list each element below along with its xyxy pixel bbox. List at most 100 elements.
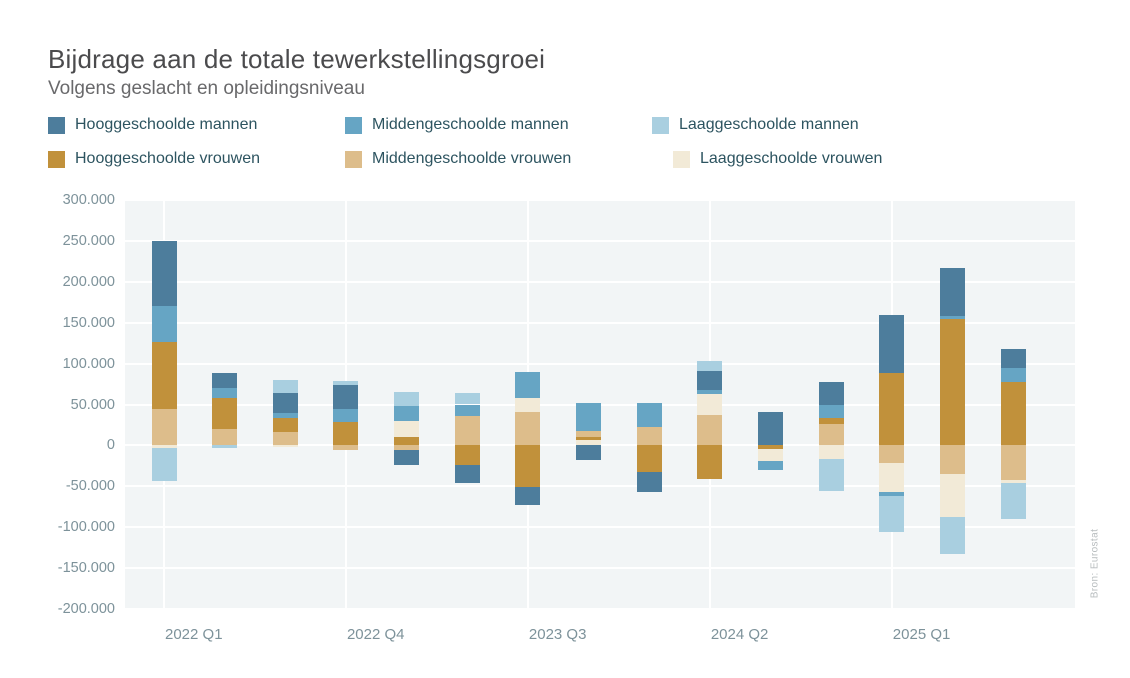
bar-segment-2023-q1-mm[interactable]	[394, 405, 420, 421]
bar-segment-2025-q1-mv[interactable]	[879, 445, 905, 463]
legend-item-lv: Laaggeschoolde vrouwen	[673, 150, 882, 168]
bar-segment-2024-q4-hv[interactable]	[818, 418, 844, 425]
gridline-horizontal	[125, 199, 1075, 201]
bar-segment-2024-q3-lv[interactable]	[758, 449, 783, 461]
bar-segment-2024-q2-lm[interactable]	[697, 361, 723, 372]
bar-segment-2025-q2-hv[interactable]	[939, 319, 965, 446]
bar-segment-2023-q3-hm[interactable]	[515, 486, 541, 506]
bar-segment-2024-q4-lv[interactable]	[818, 445, 844, 460]
bar-segment-2023-q1-hv[interactable]	[394, 437, 420, 446]
bar-segment-2024-q2-hm[interactable]	[697, 371, 723, 390]
bar-segment-2024-q1-hv[interactable]	[636, 445, 662, 473]
bar-segment-2022-q2-mm[interactable]	[212, 387, 238, 399]
legend-item-mv: Middengeschoolde vrouwen	[345, 150, 571, 168]
bar-segment-2022-q2-hv[interactable]	[212, 398, 238, 430]
bar-segment-2023-q3-lv[interactable]	[515, 398, 541, 412]
bar-segment-2023-q1-hm[interactable]	[394, 450, 420, 465]
x-tick-label: 2023 Q3	[528, 626, 587, 643]
bar-segment-2022-q3-hm[interactable]	[272, 393, 298, 414]
bar-segment-2025-q2-hm[interactable]	[939, 268, 965, 316]
bar-segment-2025-q3-hm[interactable]	[1000, 348, 1026, 369]
bar-segment-2023-q2-mm[interactable]	[454, 404, 480, 416]
bar-segment-2022-q1-mv[interactable]	[151, 409, 177, 446]
bar-segment-2025-q3-hv[interactable]	[1000, 381, 1026, 446]
page-title: Bijdrage aan de totale tewerkstellingsgr…	[48, 44, 546, 74]
bar-segment-2023-q2-hv[interactable]	[454, 445, 480, 466]
bar-segment-2025-q3-mm[interactable]	[1000, 368, 1026, 382]
bar-segment-2023-q4-mv[interactable]	[576, 431, 602, 438]
bar-segment-2025-q1-hm[interactable]	[879, 314, 905, 374]
bar-segment-2024-q2-mv[interactable]	[697, 415, 723, 446]
bar-segment-2022-q1-hm[interactable]	[151, 240, 177, 307]
bar-segment-2024-q3-mm[interactable]	[758, 460, 783, 470]
bar-segment-2024-q1-mm[interactable]	[636, 403, 662, 427]
bar-segment-2025-q2-lv[interactable]	[939, 473, 965, 517]
bar-segment-2023-q1-lm[interactable]	[394, 392, 420, 406]
bar-segment-2024-q2-lv[interactable]	[697, 394, 723, 416]
bar-segment-2025-q1-lv[interactable]	[879, 462, 905, 492]
bar-segment-2025-q1-hv[interactable]	[879, 373, 905, 446]
bar-segment-2022-q4-hm[interactable]	[333, 384, 359, 410]
bar-segment-2022-q3-mv[interactable]	[272, 431, 298, 446]
bar-segment-2022-q1-lv[interactable]	[151, 445, 177, 448]
bar-segment-2024-q3-hm[interactable]	[758, 411, 783, 446]
gridline-horizontal	[125, 526, 1075, 529]
bar-segment-2024-q4-lm[interactable]	[818, 459, 844, 492]
legend-swatch-icon	[673, 150, 690, 168]
legend-swatch-icon	[48, 150, 65, 168]
gridline-horizontal	[125, 280, 1075, 283]
bar-segment-2023-q2-hm[interactable]	[454, 465, 480, 484]
bar-segment-2025-q2-lm[interactable]	[939, 516, 965, 554]
bar-segment-2024-q2-mm[interactable]	[697, 389, 723, 395]
bar-segment-2022-q2-mv[interactable]	[212, 429, 238, 446]
legend-label: Hooggeschoolde mannen	[75, 116, 258, 133]
bar-segment-2022-q2-lm[interactable]	[212, 445, 238, 448]
bar-segment-2025-q2-mm[interactable]	[939, 315, 965, 319]
legend-swatch-icon	[345, 150, 362, 168]
bar-segment-2024-q4-mm[interactable]	[818, 404, 844, 419]
bar-segment-2022-q3-hv[interactable]	[272, 417, 298, 432]
bar-segment-2023-q3-mm[interactable]	[515, 371, 541, 399]
bar-segment-2024-q1-hm[interactable]	[636, 472, 662, 493]
legend-item-lm: Laaggeschoolde mannen	[652, 116, 859, 134]
legend-label: Laaggeschoolde vrouwen	[700, 150, 883, 167]
bar-segment-2025-q3-lv[interactable]	[1000, 480, 1026, 484]
bar-segment-2022-q1-hv[interactable]	[151, 341, 177, 410]
bar-segment-2022-q4-lm[interactable]	[333, 380, 359, 385]
bar-segment-2024-q3-hv[interactable]	[758, 445, 783, 450]
bar-segment-2024-q1-mv[interactable]	[636, 426, 662, 446]
bar-segment-2024-q2-hv[interactable]	[697, 445, 723, 479]
bar-segment-2023-q4-lv[interactable]	[576, 440, 602, 446]
bar-segment-2022-q1-lm[interactable]	[151, 447, 177, 482]
y-tick-label: 100.000	[62, 355, 115, 372]
bar-segment-2023-q2-mv[interactable]	[454, 415, 480, 446]
bar-segment-2023-q3-hv[interactable]	[515, 445, 541, 487]
bar-segment-2024-q4-mv[interactable]	[818, 424, 844, 446]
bar-segment-2025-q1-lm[interactable]	[879, 496, 905, 533]
bar-segment-2022-q4-mv[interactable]	[333, 445, 359, 450]
bar-segment-2023-q4-hm[interactable]	[576, 445, 602, 461]
legend-swatch-icon	[652, 116, 669, 134]
bar-segment-2022-q2-hm[interactable]	[212, 372, 238, 388]
legend-item-mm: Middengeschoolde mannen	[345, 116, 569, 134]
bar-segment-2022-q3-lv[interactable]	[272, 445, 298, 448]
bar-segment-2025-q2-mv[interactable]	[939, 445, 965, 474]
bar-segment-2023-q4-mm[interactable]	[576, 403, 602, 432]
bar-segment-2022-q4-hv[interactable]	[333, 421, 359, 446]
bar-segment-2025-q1-mm[interactable]	[879, 492, 905, 497]
bar-segment-2023-q1-mv[interactable]	[394, 445, 420, 451]
bar-segment-2024-q4-hm[interactable]	[818, 382, 844, 405]
bar-segment-2025-q3-mv[interactable]	[1000, 445, 1026, 481]
legend-label: Middengeschoolde vrouwen	[372, 150, 572, 167]
bar-segment-2022-q1-mm[interactable]	[151, 306, 177, 342]
bar-segment-2022-q3-lm[interactable]	[272, 379, 298, 394]
bar-segment-2025-q3-lm[interactable]	[1000, 483, 1026, 519]
bar-segment-2023-q3-mv[interactable]	[515, 411, 541, 446]
bar-segment-2023-q2-lm[interactable]	[454, 392, 480, 405]
bar-segment-2023-q4-hv[interactable]	[576, 437, 602, 441]
bar-segment-2022-q4-mm[interactable]	[333, 409, 359, 422]
gridline-horizontal	[125, 567, 1075, 570]
bar-segment-2023-q1-lv[interactable]	[394, 420, 420, 438]
bar-segment-2022-q3-mm[interactable]	[272, 413, 298, 418]
